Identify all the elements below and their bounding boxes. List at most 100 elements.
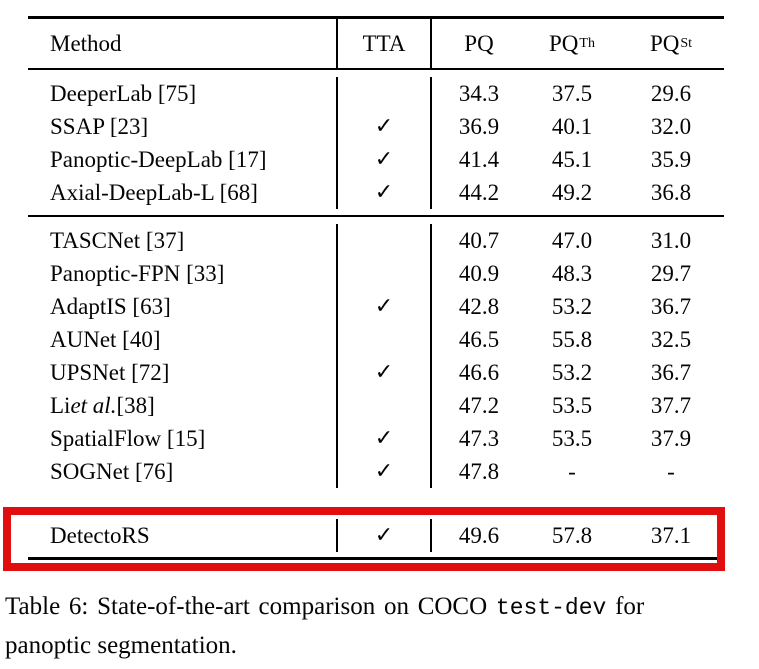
cell-method: SOGNet [76] — [28, 455, 336, 488]
checkmark-icon: ✓ — [374, 147, 394, 172]
cell-pqst: 36.7 — [650, 359, 692, 385]
results-table: Method TTA PQ PQ Th PQ St DeeperLab [75] 34.3 37… — [28, 16, 724, 560]
method-text: Axial-DeepLab-L [68] — [50, 179, 258, 205]
cell-pqth: 57.8 — [551, 522, 593, 548]
cell-tta: ✓ — [336, 176, 432, 209]
method-text: Panoptic-FPN [33] — [50, 260, 225, 286]
table-row: SOGNet [76] ✓ 47.8 - - — [28, 455, 724, 488]
cell-pq: 47.3 — [458, 425, 500, 451]
column-header-pqst: PQ St — [649, 30, 693, 56]
cell-tta: ✓ — [336, 422, 432, 455]
cell-pqst: 37.7 — [650, 392, 692, 418]
cell-method: Li et al. [38] — [28, 389, 336, 422]
cell-pqst: 36.7 — [650, 293, 692, 319]
table-row: Panoptic-FPN [33] 40.9 48.3 29.7 — [28, 257, 724, 290]
cell-pq: 44.2 — [458, 179, 500, 205]
method-text: SOGNet [76] — [50, 458, 174, 484]
method-text: DetectoRS — [50, 522, 150, 548]
table-row: DetectoRS ✓ 49.6 57.8 37.1 — [28, 519, 724, 552]
checkmark-icon: ✓ — [374, 360, 394, 385]
cell-pq: 36.9 — [458, 113, 500, 139]
cell-method: AUNet [40] — [28, 323, 336, 356]
table-group-2: TASCNet [37] 40.7 47.0 31.0 Panoptic-FPN [33… — [28, 217, 724, 494]
cell-pqst: 37.9 — [650, 425, 692, 451]
cell-tta: ✓ — [336, 519, 432, 552]
column-header-label: PQ — [649, 30, 680, 56]
cell-method: UPSNet [72] — [28, 356, 336, 389]
cell-method: DeeperLab [75] — [28, 77, 336, 110]
method-text: SpatialFlow [15] — [50, 425, 206, 451]
cell-pqth: 40.1 — [551, 113, 593, 139]
cell-method: DetectoRS — [28, 519, 336, 552]
cell-pq: 40.9 — [458, 260, 500, 286]
cell-pqst: 29.7 — [650, 260, 692, 286]
cell-pqth: 53.2 — [551, 293, 593, 319]
checkmark-icon: ✓ — [374, 426, 394, 451]
cell-pq: 34.3 — [458, 80, 500, 106]
cell-method: AdaptIS [63] — [28, 290, 336, 323]
checkmark-icon: ✓ — [374, 459, 394, 484]
column-header-tta: TTA — [336, 19, 432, 68]
method-text: UPSNet [72] — [50, 359, 170, 385]
column-header-label: Method — [50, 30, 122, 56]
cell-pqth: 55.8 — [551, 326, 593, 352]
column-header-pqth: PQ Th — [549, 30, 595, 56]
method-text: Panoptic-DeepLab [17] — [50, 146, 267, 172]
cell-method: SpatialFlow [15] — [28, 422, 336, 455]
group-separator-rule — [28, 215, 724, 217]
cell-method: TASCNet [37] — [28, 224, 336, 257]
cell-pqth: 53.2 — [551, 359, 593, 385]
cell-pq: 40.7 — [458, 227, 500, 253]
method-text: [38] — [116, 392, 155, 418]
checkmark-icon: ✓ — [374, 180, 394, 205]
caption-line-2: panoptic segmentation. — [5, 632, 237, 659]
cell-pqth: 45.1 — [551, 146, 593, 172]
table-row: SpatialFlow [15] ✓ 47.3 53.5 37.9 — [28, 422, 724, 455]
caption-line-1: Table 6: State-of-the-art comparison on … — [5, 588, 755, 627]
caption-text: for — [606, 593, 645, 620]
table-row: Axial-DeepLab-L [68] ✓ 44.2 49.2 36.8 — [28, 176, 724, 209]
cell-pqst: 37.1 — [650, 522, 692, 548]
cell-pqst: 31.0 — [650, 227, 692, 253]
cell-tta: ✓ — [336, 290, 432, 323]
top-rule — [28, 16, 724, 19]
table-row: TASCNet [37] 40.7 47.0 31.0 — [28, 224, 724, 257]
cell-pq: 46.5 — [458, 326, 500, 352]
cell-tta: ✓ — [336, 110, 432, 143]
cell-method: SSAP [23] — [28, 110, 336, 143]
cell-method: Panoptic-FPN [33] — [28, 257, 336, 290]
cell-pqth: 49.2 — [551, 179, 593, 205]
cell-tta — [336, 77, 432, 110]
column-header-method: Method — [28, 19, 336, 68]
cell-pq: 42.8 — [458, 293, 500, 319]
checkmark-icon: ✓ — [374, 114, 394, 139]
method-text: et al. — [70, 392, 117, 418]
table-row: UPSNet [72] ✓ 46.6 53.2 36.7 — [28, 356, 724, 389]
column-header-pq: PQ — [432, 19, 526, 68]
cell-pqth: 53.5 — [551, 392, 593, 418]
cell-tta: ✓ — [336, 143, 432, 176]
cell-pqst: 32.5 — [650, 326, 692, 352]
caption-code-testdev: test-dev — [495, 595, 607, 621]
cell-pq: 47.8 — [458, 458, 500, 484]
cell-pqst: 32.0 — [650, 113, 692, 139]
cell-pq: 47.2 — [458, 392, 500, 418]
method-text: SSAP [23] — [50, 113, 149, 139]
cell-method: Axial-DeepLab-L [68] — [28, 176, 336, 209]
table-row: Li et al. [38] 47.2 53.5 37.7 — [28, 389, 724, 422]
bottom-rule — [28, 557, 724, 560]
cell-tta — [336, 389, 432, 422]
header-rule — [28, 68, 724, 70]
table-caption: Table 6: State-of-the-art comparison on … — [5, 588, 755, 665]
cell-pqst: 35.9 — [650, 146, 692, 172]
table-row: SSAP [23] ✓ 36.9 40.1 32.0 — [28, 110, 724, 143]
cell-tta — [336, 323, 432, 356]
cell-tta — [336, 224, 432, 257]
cell-tta: ✓ — [336, 356, 432, 389]
cell-pqst: 29.6 — [650, 80, 692, 106]
pre-highlight-gap — [28, 494, 724, 514]
method-text: TASCNet [37] — [50, 227, 185, 253]
cell-tta — [336, 257, 432, 290]
column-header-label: PQ — [464, 30, 494, 56]
method-text: AdaptIS [63] — [50, 293, 171, 319]
